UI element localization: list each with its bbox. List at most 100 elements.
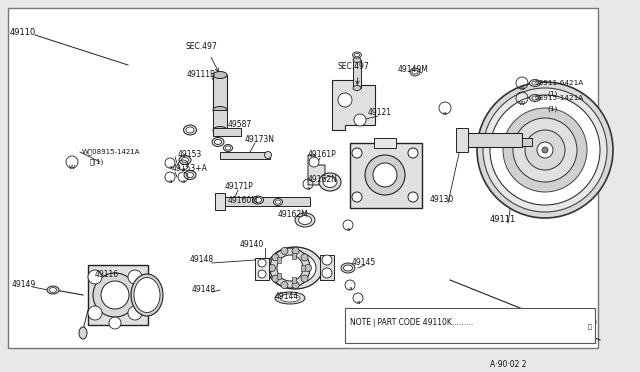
Bar — [220, 197, 310, 206]
Circle shape — [525, 130, 565, 170]
Circle shape — [109, 317, 121, 329]
Bar — [345, 308, 595, 343]
Bar — [353, 60, 361, 88]
Text: 49116: 49116 — [95, 270, 119, 279]
Text: a: a — [168, 164, 172, 170]
Text: 08915-1421A: 08915-1421A — [535, 95, 584, 101]
Text: W⧳08915-1421A: W⧳08915-1421A — [82, 148, 141, 155]
Bar — [350, 143, 422, 208]
Bar — [292, 253, 296, 259]
Text: a: a — [356, 299, 360, 305]
Circle shape — [513, 118, 577, 182]
Circle shape — [537, 142, 553, 158]
Bar — [456, 128, 468, 152]
Circle shape — [309, 157, 319, 167]
Polygon shape — [332, 80, 375, 130]
Text: 49173N: 49173N — [245, 135, 275, 144]
Text: 49153: 49153 — [178, 150, 202, 159]
Circle shape — [128, 270, 142, 284]
Text: 49148: 49148 — [192, 285, 216, 294]
Ellipse shape — [179, 155, 191, 164]
Text: 49144: 49144 — [275, 292, 300, 301]
Ellipse shape — [268, 247, 323, 289]
Circle shape — [490, 95, 600, 205]
Ellipse shape — [532, 96, 538, 100]
Ellipse shape — [532, 81, 538, 85]
Circle shape — [305, 264, 312, 272]
Circle shape — [301, 254, 308, 261]
Ellipse shape — [353, 58, 361, 62]
Text: N: N — [520, 86, 524, 90]
Circle shape — [373, 163, 397, 187]
Ellipse shape — [280, 294, 300, 302]
Text: a: a — [348, 286, 352, 292]
Circle shape — [352, 192, 362, 202]
Circle shape — [292, 247, 299, 254]
Text: a: a — [346, 227, 349, 231]
Ellipse shape — [214, 140, 221, 144]
Bar — [255, 258, 269, 280]
Text: 08911-6421A: 08911-6421A — [535, 80, 584, 86]
Bar — [220, 152, 270, 159]
Text: a: a — [307, 186, 310, 190]
Text: Ⓐ: Ⓐ — [588, 324, 592, 330]
Circle shape — [322, 268, 332, 278]
Ellipse shape — [223, 144, 232, 151]
Bar — [213, 110, 227, 130]
Text: SEC.497: SEC.497 — [185, 42, 217, 51]
Text: W: W — [519, 100, 525, 106]
Circle shape — [503, 108, 587, 192]
Circle shape — [338, 93, 352, 107]
Circle shape — [258, 259, 266, 267]
Ellipse shape — [213, 71, 227, 78]
Text: 49153+A: 49153+A — [172, 164, 208, 173]
Bar — [213, 75, 227, 110]
Ellipse shape — [275, 292, 305, 304]
Ellipse shape — [295, 213, 315, 227]
Bar — [292, 278, 296, 283]
Ellipse shape — [344, 265, 353, 271]
Text: 49111B: 49111B — [187, 70, 216, 79]
Circle shape — [483, 88, 607, 212]
Ellipse shape — [131, 274, 163, 316]
Ellipse shape — [255, 198, 262, 202]
Text: 49121: 49121 — [368, 108, 392, 117]
Text: (1): (1) — [547, 105, 557, 112]
Ellipse shape — [412, 70, 418, 74]
Bar — [301, 265, 305, 271]
Bar — [460, 133, 522, 147]
Ellipse shape — [529, 94, 541, 102]
Circle shape — [477, 82, 613, 218]
Ellipse shape — [134, 278, 160, 312]
Circle shape — [88, 270, 102, 284]
Bar — [215, 193, 225, 210]
Bar — [88, 265, 148, 325]
Bar — [320, 255, 334, 280]
Circle shape — [258, 270, 266, 278]
Circle shape — [322, 255, 332, 265]
Circle shape — [272, 275, 279, 282]
Ellipse shape — [275, 200, 280, 204]
Bar — [522, 138, 532, 146]
Circle shape — [93, 273, 137, 317]
Ellipse shape — [213, 126, 227, 134]
Ellipse shape — [79, 327, 87, 339]
Circle shape — [281, 247, 288, 254]
Circle shape — [128, 306, 142, 320]
Ellipse shape — [212, 138, 224, 147]
Circle shape — [281, 282, 288, 289]
Text: 49145: 49145 — [352, 258, 376, 267]
Text: 49149: 49149 — [12, 280, 36, 289]
Text: A·90·02 2: A·90·02 2 — [490, 360, 527, 369]
Text: 49171P: 49171P — [225, 182, 253, 191]
Circle shape — [101, 281, 129, 309]
Circle shape — [277, 255, 303, 281]
Circle shape — [88, 306, 102, 320]
Ellipse shape — [273, 199, 282, 205]
Ellipse shape — [184, 170, 196, 180]
Polygon shape — [308, 155, 325, 185]
Text: SEC.497: SEC.497 — [338, 62, 370, 71]
Text: a: a — [181, 179, 185, 183]
Ellipse shape — [47, 286, 59, 294]
Text: (1): (1) — [547, 90, 557, 96]
